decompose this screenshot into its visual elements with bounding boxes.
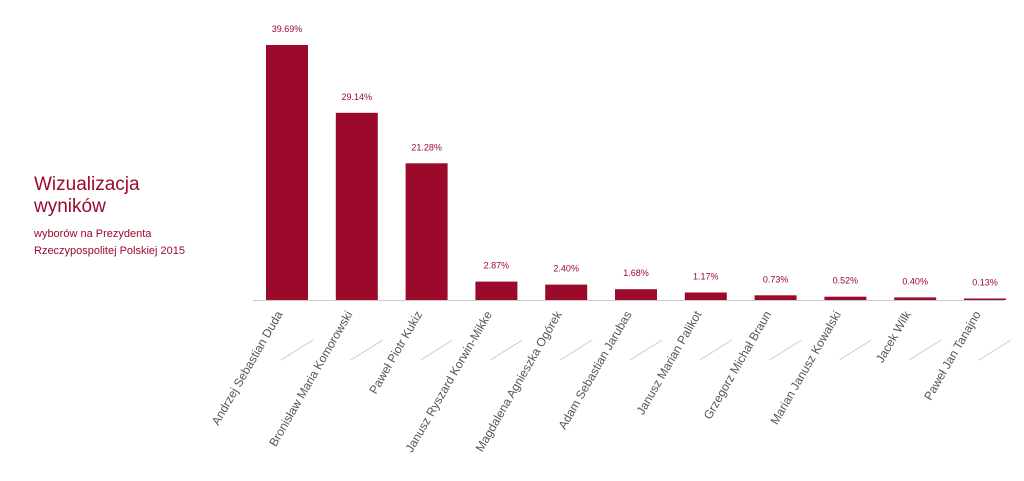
chart-title-line-1: Wizualizacja [34,174,140,195]
data-label: 29.14% [342,92,373,102]
chart-subtitle-line-2: Rzeczypospolitej Polskiej 2015 [34,245,186,257]
chart-subtitle-line-1: wyborów na Prezydenta [34,228,152,240]
data-label: 21.28% [411,142,442,152]
bar[interactable] [475,281,518,300]
category-label-leader [699,339,733,361]
data-label: 0.13% [972,278,998,288]
category-label: Marian Janusz Kowalski [768,309,844,427]
category-label-leader [420,339,453,361]
bar[interactable] [894,297,937,300]
data-label: 39.69% [272,24,303,34]
bar[interactable] [545,284,588,300]
category-label: Paweł Piotr Kukiz [366,308,425,396]
category-label-leader [769,339,802,361]
category-label: Grzegorz Michał Braun [701,309,774,422]
data-label: 1.68% [623,268,649,278]
category-label-group: Bronisław Maria Komorowski [266,309,384,449]
data-label: 0.73% [763,274,789,284]
category-label-leader [280,339,314,361]
bar[interactable] [754,295,797,300]
chart-title-line-2: wyników [34,196,106,217]
data-label: 2.40% [553,264,579,274]
bars-layer [266,45,1006,300]
category-label: Jacek Wilk [873,308,914,366]
category-label: Paweł Jan Tanajno [921,308,984,402]
bar[interactable] [824,296,867,300]
bar[interactable] [684,292,727,301]
category-label-group: Jacek Wilk [873,308,942,366]
category-label-leader [839,339,872,361]
category-label-leader [490,339,523,361]
bar[interactable] [964,298,1006,301]
data-label: 1.17% [693,272,719,282]
category-label-leader [978,339,1012,361]
category-label-leader [350,339,384,361]
category-label-group: Janusz Ryszard Korwin-Mikke [403,308,523,455]
data-label: 2.87% [484,261,510,271]
category-label: Bronisław Maria Komorowski [266,309,355,449]
bar[interactable] [405,163,448,300]
category-label-leader [629,339,663,361]
category-label-leader [559,339,593,361]
value-labels-layer: 39.69% 29.14% 21.28% 2.87% 2.40% 1.68% 1.17% 0.… [272,24,998,288]
chart-subtitle: wyborów na Prezydenta Rzeczypospolitej P… [34,226,234,260]
category-label: Adam Sebastian Jarubas [555,309,634,432]
category-label-group: Magdalena Agnieszka Ogórek [473,308,593,454]
data-label: 0.52% [833,276,859,286]
bar[interactable] [615,289,657,300]
category-label: Janusz Marian Palikot [634,308,705,417]
bar[interactable] [266,45,308,300]
category-label: Andrzej Sebastian Duda [209,308,286,427]
chart-title: Wizualizacja wyników [34,174,234,218]
category-label-group: Marian Janusz Kowalski [768,309,872,427]
data-label: 0.40% [902,276,928,286]
bar[interactable] [335,112,378,300]
category-label-leader [908,339,942,361]
chart-title-block: Wizualizacja wyników wyborów na Prezyden… [34,174,234,260]
category-label-group: Paweł Jan Tanajno [921,308,1012,403]
